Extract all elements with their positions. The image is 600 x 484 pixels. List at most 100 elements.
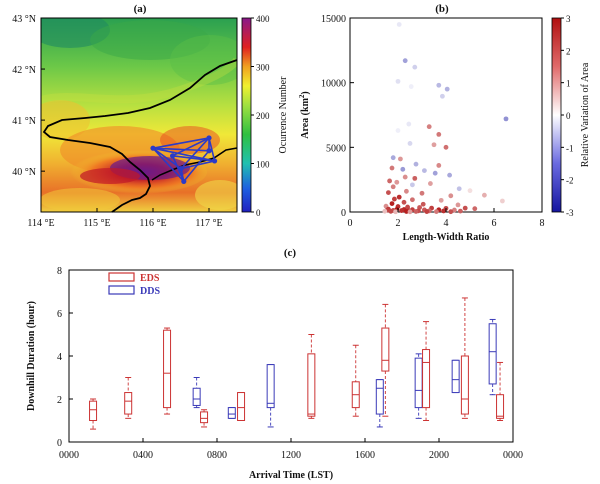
scatter-xtick-label: 4: [444, 218, 449, 229]
box-iqr: [124, 392, 133, 415]
box-iqr: [414, 357, 423, 409]
scatter-point: [390, 155, 396, 161]
scatter-plot-frame: [349, 17, 543, 213]
map-frame: [40, 17, 238, 213]
box-iqr: [200, 411, 209, 424]
box-iqr: [227, 407, 236, 419]
box-iqr: [451, 359, 460, 394]
network-node: [170, 153, 176, 159]
panel-a-axes: 114 °E 115 °E 116 °E 117 °E 43 °N 42 °N 41 °N 4…: [12, 14, 222, 229]
boxplot-box-eds: [237, 392, 246, 421]
scatter-ylabel: Area (km2): [298, 91, 311, 138]
boxplot-ytick-label: 0: [57, 438, 62, 449]
scatter-point: [452, 207, 457, 213]
box-iqr: [496, 394, 505, 419]
scatter-point: [422, 168, 427, 174]
scatter-ytick-label: 10000: [321, 79, 346, 90]
scatter-point: [432, 170, 438, 176]
scatter-point: [436, 132, 442, 137]
scatter-point: [412, 175, 418, 181]
scatter-point: [396, 194, 402, 200]
scatter-point: [455, 202, 461, 208]
scatter-point: [396, 22, 402, 27]
scatter-ytick-label: 15000: [321, 14, 346, 25]
scatter-point: [438, 197, 444, 203]
scatter-point: [447, 172, 452, 178]
box-iqr: [422, 349, 431, 409]
coastline: [151, 147, 238, 181]
occurrence-colorbar-tick-label: 0: [256, 208, 261, 218]
box-iqr: [266, 364, 275, 409]
network-link: [152, 147, 185, 182]
scatter-point: [434, 209, 439, 215]
occurrence-colorbar-ticks: 0 100 200 300 400: [251, 14, 270, 218]
scatter-point: [412, 64, 418, 70]
relative-variation-colorbar-tick-label: 0: [566, 111, 571, 121]
legend-dds-label: DDS: [140, 286, 160, 297]
scatter-point: [401, 199, 407, 205]
panel-b-axes: 0 2 4 6 8 0 5000 10000 15000: [321, 14, 545, 229]
relative-variation-colorbar: [551, 17, 562, 213]
panel-b-label: (b): [435, 3, 449, 15]
relative-variation-colorbar-label: Relative Variation of Area: [580, 62, 591, 167]
network-link: [172, 155, 215, 162]
boxplot-box-eds: [351, 344, 360, 417]
boxplot-box-dds: [266, 364, 275, 428]
boxplot-box-eds: [200, 409, 209, 428]
boxplot-box-eds: [124, 377, 133, 419]
scatter-point: [431, 142, 437, 148]
panel-c-label: (c): [284, 247, 297, 259]
scatter-point: [444, 86, 450, 92]
scatter-point: [405, 204, 410, 210]
scatter-point: [456, 186, 462, 192]
boxplot-xlabel: Arrival Time (LST): [249, 470, 333, 481]
scatter-point: [424, 209, 430, 214]
scatter-point: [393, 209, 398, 215]
map-ytick-label: 40 °N: [12, 167, 36, 178]
relative-variation-colorbar-tick-label: -3: [566, 208, 574, 218]
boxplot-xtick-label: 0800: [207, 450, 227, 461]
boxplot-frame: [68, 269, 514, 443]
scatter-points: [382, 22, 509, 215]
network-link: [180, 137, 210, 170]
boxplot-box-eds: [381, 303, 390, 417]
map-xtick-label: 115 °E: [83, 218, 110, 229]
scatter-point: [407, 209, 413, 215]
boxplot-ytick-label: 2: [57, 395, 62, 406]
relative-variation-colorbar-ticks: 3 2 1 0 -1 -2 -3: [561, 14, 574, 218]
scatter-point: [410, 182, 415, 188]
legend-eds-label: EDS: [140, 273, 160, 284]
boxplot-box-eds: [89, 398, 98, 430]
scatter-point: [387, 178, 392, 184]
legend-eds-swatch: [108, 272, 135, 282]
occurrence-colorbar-tick-label: 100: [256, 160, 270, 170]
boxplot-box-dds: [451, 359, 460, 394]
boxplot-ylabel: Downhill Duration (hour): [26, 301, 37, 411]
scatter-xtick-label: 8: [540, 218, 545, 229]
boundary-line: [42, 59, 238, 213]
boxplot-box-eds: [460, 297, 469, 419]
relative-variation-colorbar-tick-label: 3: [566, 14, 571, 24]
scatter-ytick-label: 0: [341, 208, 346, 219]
map-ytick-label: 41 °N: [12, 116, 36, 127]
relative-variation-colorbar-tick-label: 1: [566, 79, 571, 89]
network-link: [152, 137, 210, 149]
scatter-point: [395, 128, 401, 133]
scatter-xlabel: Length-Width Ratio: [403, 232, 490, 243]
panel-b: (b) 0 2 4 6 8 0 5000 10000 15000 Length-Width Ra…: [298, 3, 591, 243]
boxplot-box-dds: [488, 318, 497, 396]
scatter-point: [441, 208, 446, 214]
scatter-point: [440, 93, 445, 99]
box-iqr: [89, 400, 98, 421]
scatter-point: [443, 144, 449, 150]
network-node: [178, 166, 184, 172]
scatter-point: [382, 208, 388, 214]
box-iqr: [237, 392, 246, 421]
box-iqr: [163, 329, 172, 409]
box-iqr: [375, 379, 384, 415]
network-link: [171, 155, 185, 182]
scatter-point: [404, 209, 409, 214]
boxplot-xtick-label: 0000: [503, 450, 523, 461]
scatter-point: [410, 197, 415, 203]
